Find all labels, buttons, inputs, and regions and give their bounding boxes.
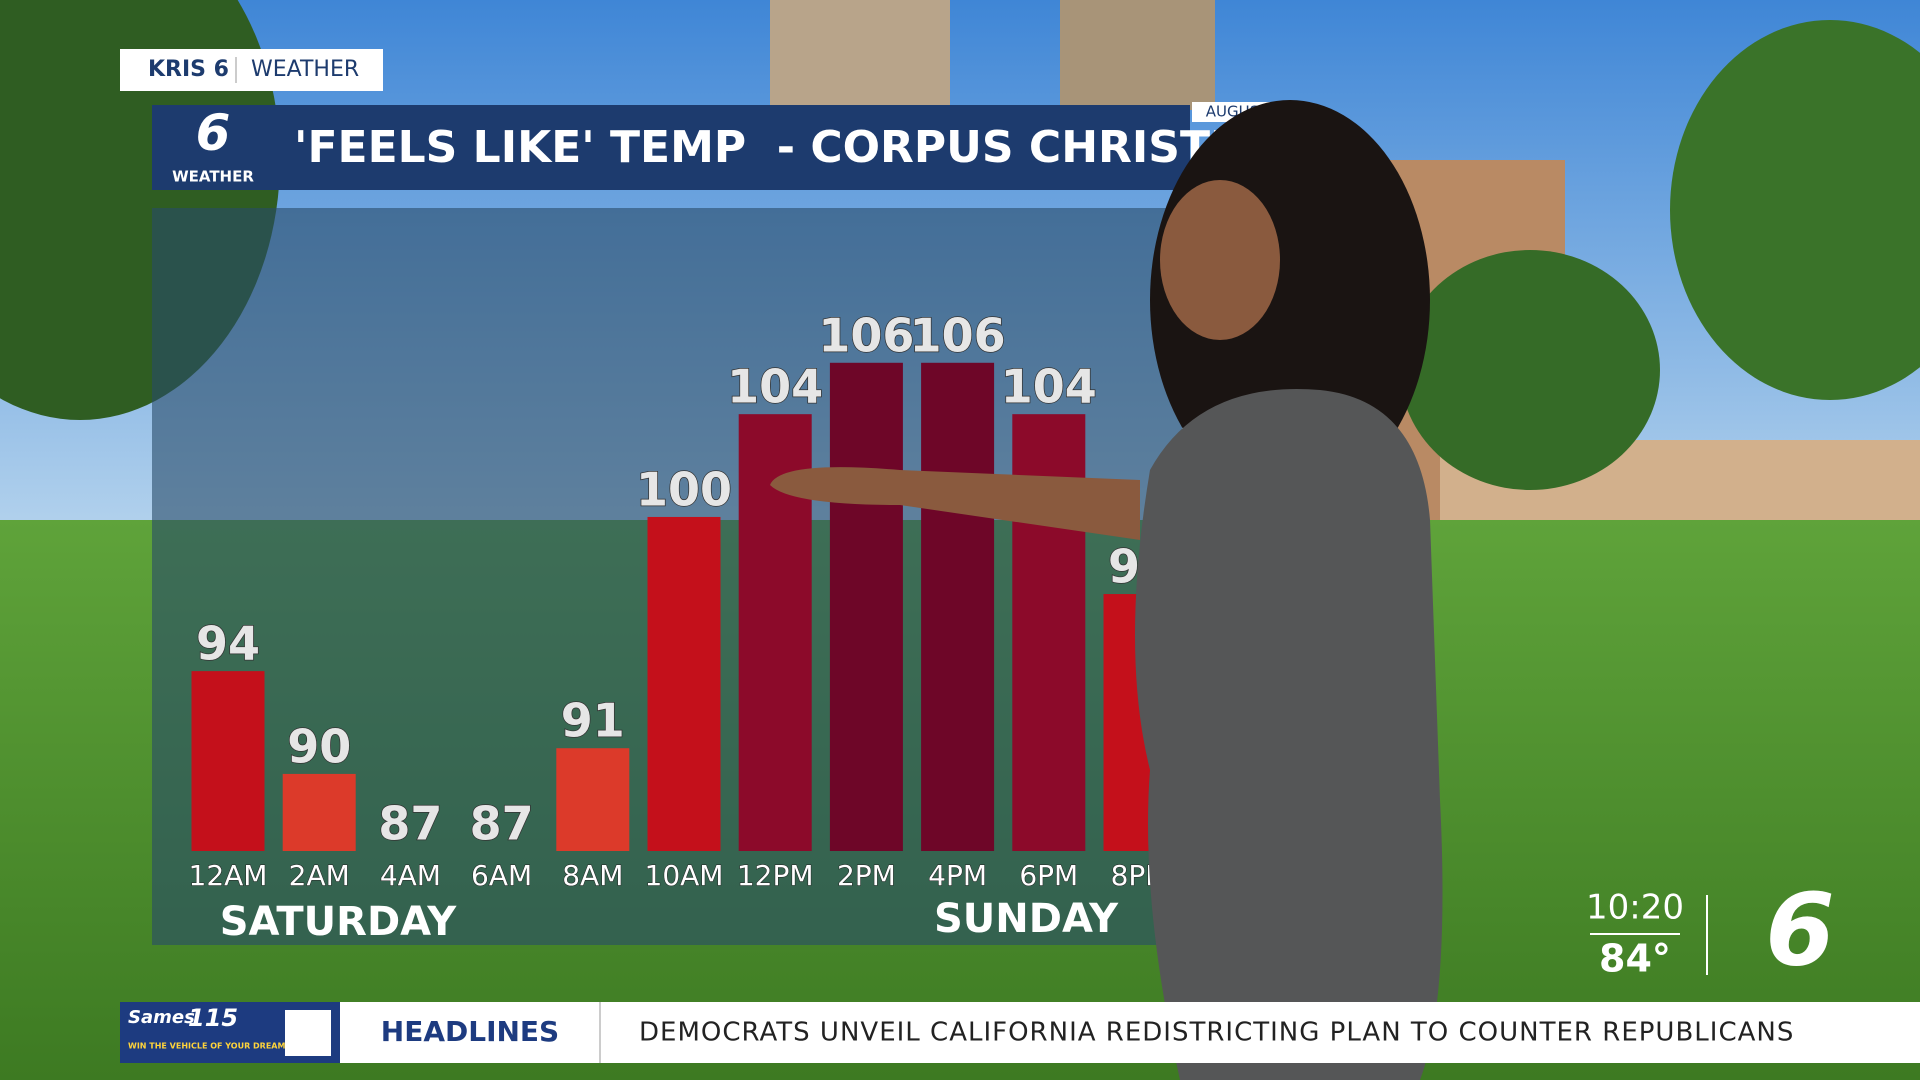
- clock-time: 10:20: [1586, 888, 1684, 928]
- x-tick-label: 2AM: [289, 859, 350, 892]
- value-label: 104: [1001, 360, 1097, 414]
- x-tick-label: 8AM: [562, 859, 623, 892]
- x-tick-label: 2PM: [837, 859, 896, 892]
- bar: [282, 773, 356, 851]
- x-tick-label: 6PM: [1019, 859, 1078, 892]
- value-label: 100: [636, 462, 732, 516]
- qr-code: [285, 1010, 331, 1056]
- ad-brand: Sames: [128, 1007, 195, 1028]
- day-label: SUNDAY: [934, 896, 1119, 942]
- x-tick-label: 4PM: [928, 859, 987, 892]
- x-tick-label: 10AM: [645, 859, 724, 892]
- presenter: [770, 100, 1443, 1080]
- ticker-label: HEADLINES: [381, 1015, 559, 1048]
- title-bar: [152, 105, 1190, 190]
- tree: [1670, 20, 1920, 400]
- ad-number: 115: [188, 1004, 238, 1032]
- bar: [647, 516, 721, 851]
- ticker-bar: [340, 1002, 1920, 1063]
- value-label: 106: [818, 308, 914, 362]
- logo-number: 6: [196, 104, 231, 162]
- chart-title: 'FEELS LIKE' TEMP - CORPUS CHRISTI: [294, 122, 1226, 173]
- bar: [556, 748, 630, 851]
- value-label: 90: [287, 719, 351, 773]
- building: [770, 0, 950, 110]
- value-label: 104: [727, 360, 823, 414]
- section-name: WEATHER: [251, 57, 359, 82]
- value-label: 87: [470, 797, 534, 851]
- building: [1060, 0, 1215, 110]
- logo-text: WEATHER: [172, 168, 254, 186]
- day-label: SATURDAY: [220, 899, 458, 945]
- headline: DEMOCRATS UNVEIL CALIFORNIA REDISTRICTIN…: [639, 1018, 1794, 1048]
- arm: [770, 467, 1140, 540]
- value-label: 87: [378, 797, 442, 851]
- x-tick-label: 12AM: [189, 859, 268, 892]
- station-logo: 6: [1765, 871, 1835, 988]
- bar: [829, 362, 903, 851]
- clock-temp: 84°: [1599, 937, 1671, 981]
- value-label: 94: [196, 617, 260, 671]
- ad-text: WIN THE VEHICLE OF YOUR DREAMS!: [128, 1042, 295, 1051]
- station-name: KRIS 6: [148, 57, 229, 82]
- value-label: 106: [910, 308, 1006, 362]
- x-tick-label: 4AM: [380, 859, 441, 892]
- x-tick-label: 12PM: [737, 859, 814, 892]
- bar: [191, 671, 265, 851]
- value-label: 91: [561, 694, 625, 748]
- face: [1160, 180, 1280, 340]
- station-tag: [120, 49, 383, 91]
- dress: [1135, 389, 1443, 1080]
- x-tick-label: 6AM: [471, 859, 532, 892]
- bar: [921, 362, 995, 851]
- tree: [1400, 250, 1660, 490]
